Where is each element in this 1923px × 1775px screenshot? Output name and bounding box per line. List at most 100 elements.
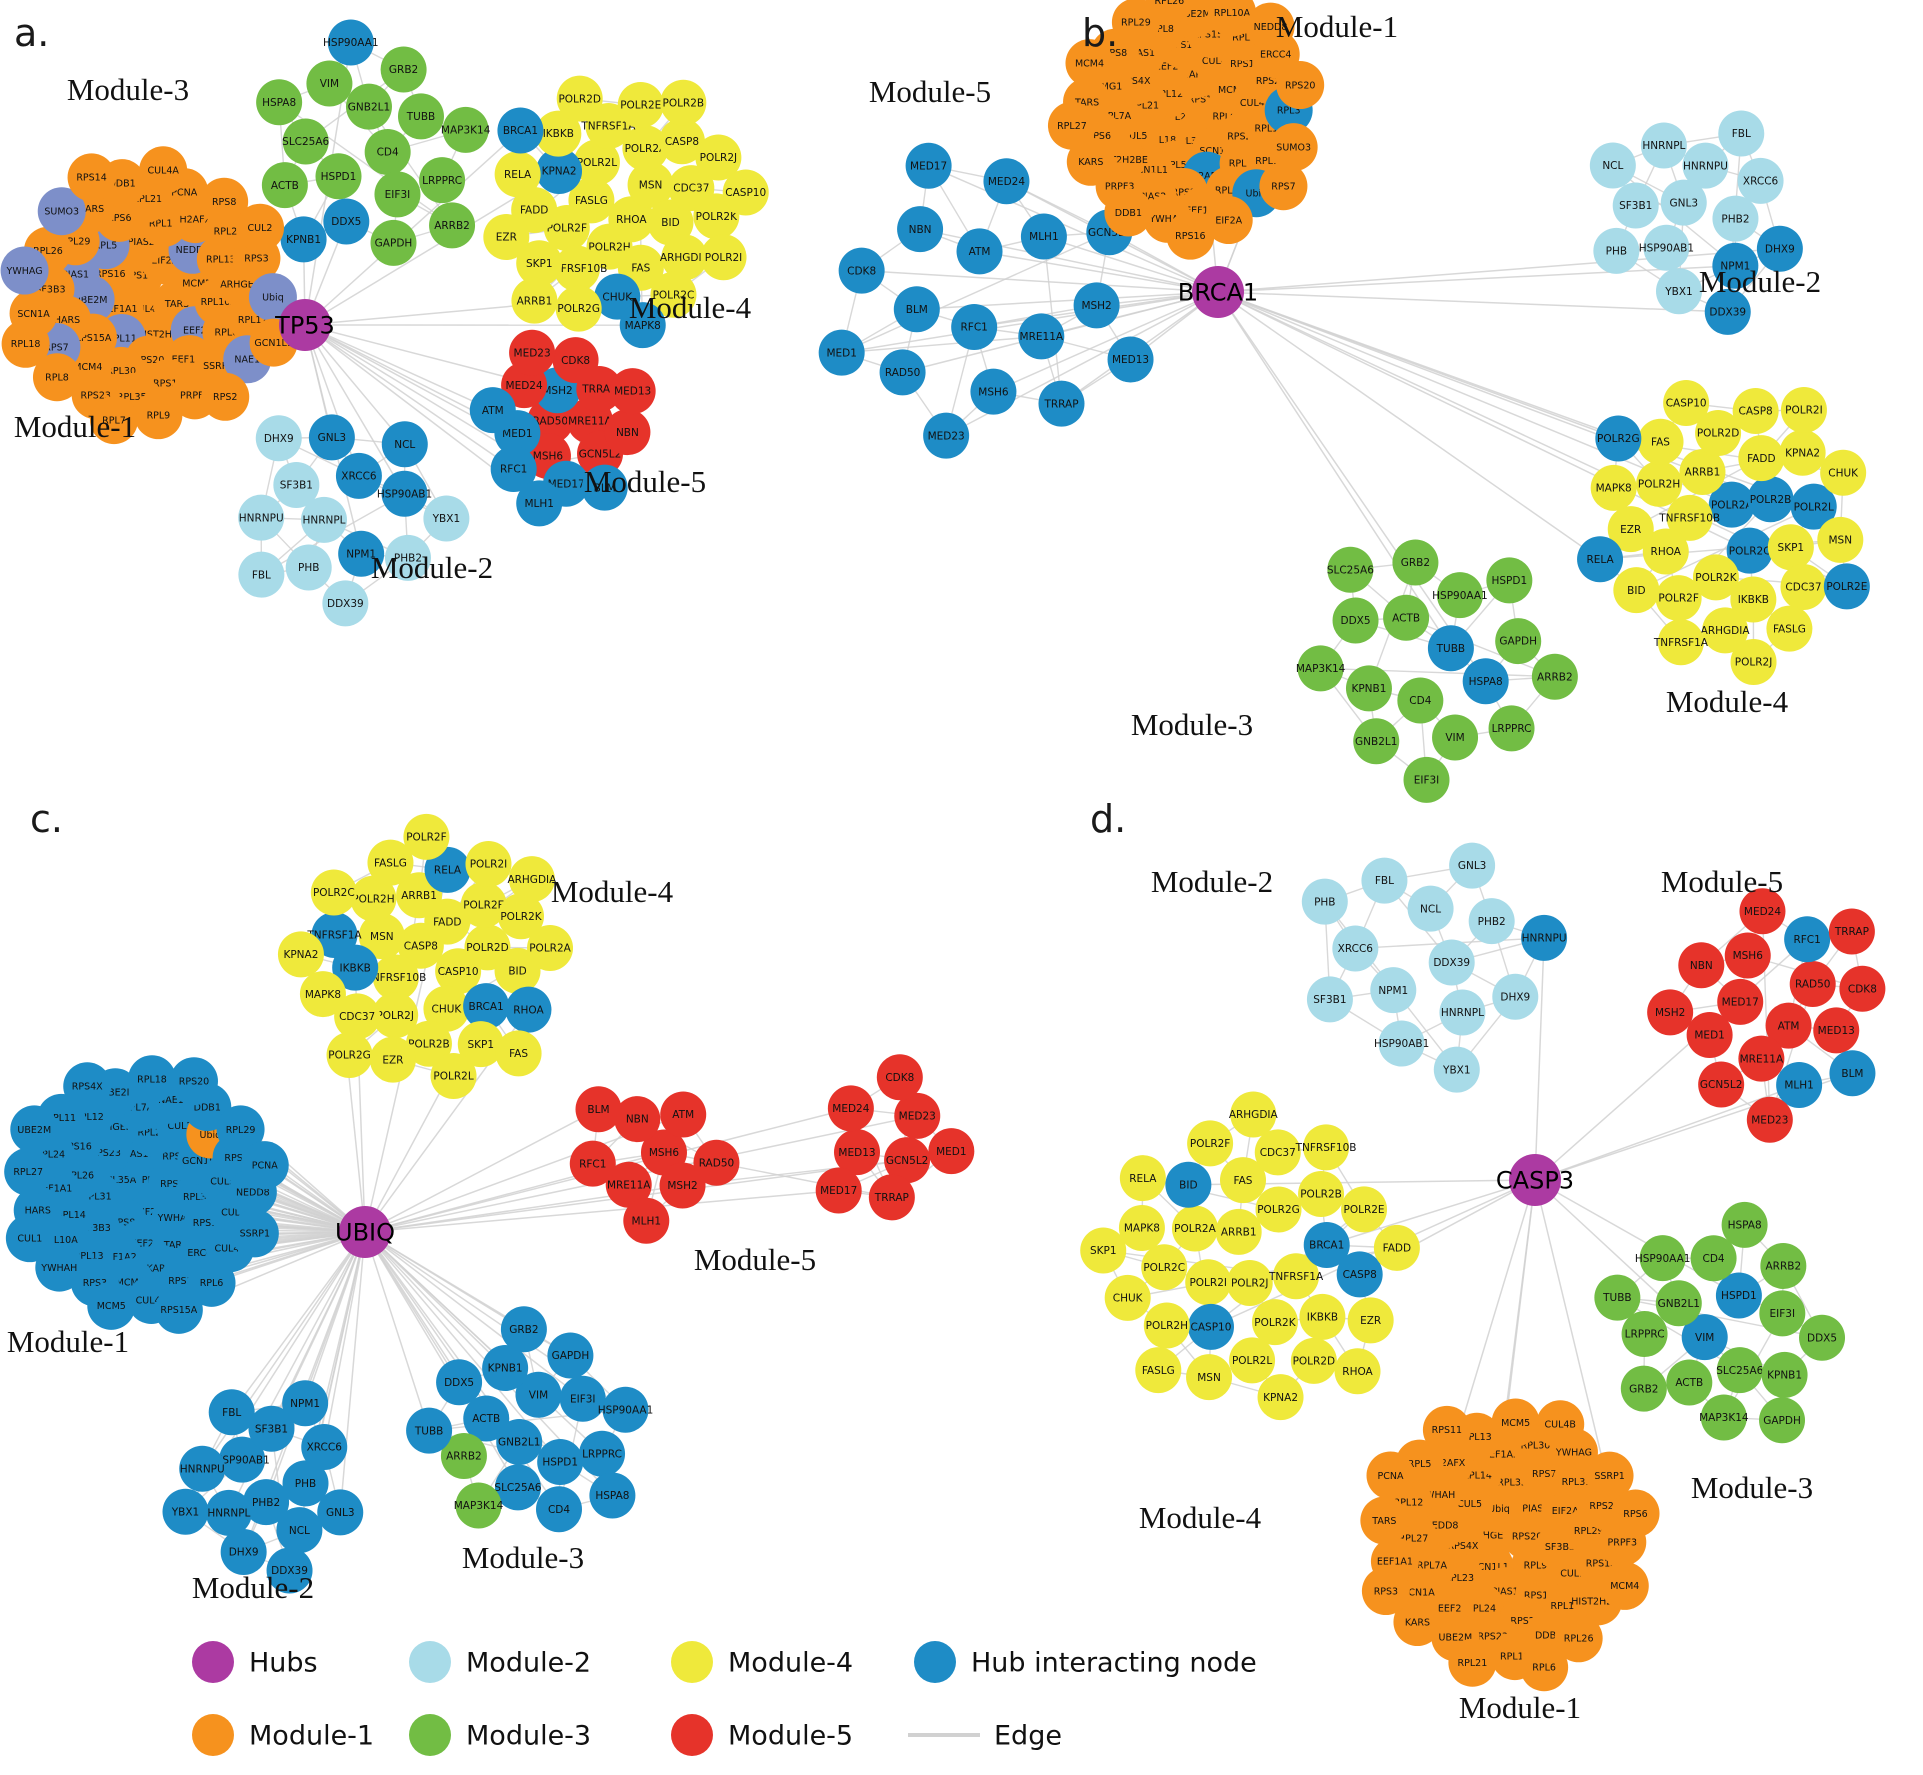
node-gcn5l2[interactable]: GCN5L2	[1698, 1061, 1745, 1108]
node-circle-gcn5l2[interactable]	[884, 1137, 931, 1184]
node-circle-msh2[interactable]	[1647, 989, 1694, 1036]
node-circle-cul4a[interactable]	[139, 146, 188, 195]
node-msh2[interactable]: MSH2	[1647, 989, 1694, 1036]
node-circle-actb[interactable]	[463, 1395, 510, 1442]
node-slc25a6[interactable]: SLC25A6	[282, 118, 330, 165]
node-polr2b[interactable]: POLR2B	[1298, 1171, 1345, 1218]
node-circle-slc25a6[interactable]	[1716, 1347, 1763, 1394]
node-cdk8[interactable]: CDK8	[838, 247, 885, 294]
node-hspa8[interactable]: HSPA8	[589, 1472, 636, 1519]
node-polr2e[interactable]: POLR2E	[1341, 1186, 1388, 1233]
node-rps4x[interactable]: RPS4X	[63, 1062, 112, 1111]
node-polr2f[interactable]: POLR2F	[1187, 1120, 1234, 1167]
node-circle-actb[interactable]	[1666, 1359, 1713, 1406]
node-circle-bid[interactable]	[1613, 567, 1660, 614]
node-circle-dhx9[interactable]	[1492, 973, 1539, 1020]
node-circle-xrcc6[interactable]	[301, 1424, 348, 1471]
node-circle-msh6[interactable]	[1724, 932, 1771, 979]
node-hspd1[interactable]: HSPD1	[537, 1439, 584, 1486]
node-circle-rfc1[interactable]	[569, 1140, 616, 1187]
node-ddx39[interactable]: DDX39	[1428, 939, 1475, 986]
node-med1[interactable]: MED1	[928, 1128, 975, 1175]
node-circle-polr2l[interactable]	[430, 1052, 477, 1099]
node-med24[interactable]: MED24	[983, 158, 1030, 205]
node-cd4[interactable]: CD4	[1397, 677, 1444, 724]
node-nbn[interactable]: NBN	[614, 1096, 661, 1143]
node-circle-tubb[interactable]	[397, 93, 444, 140]
node-faslg[interactable]: FASLG	[1135, 1347, 1182, 1394]
node-circle-kpnb1[interactable]	[1761, 1351, 1808, 1398]
node-circle-hnrnpu[interactable]	[179, 1445, 226, 1492]
node-casp10[interactable]: CASP10	[1663, 380, 1710, 427]
node-tubb[interactable]: TUBB	[397, 93, 444, 140]
node-circle-blm[interactable]	[1829, 1050, 1876, 1097]
node-circle-hsp90ab1[interactable]	[1643, 224, 1690, 271]
node-circle-cdk8[interactable]	[552, 337, 599, 384]
node-fas[interactable]: FAS	[1637, 418, 1684, 465]
node-circle-rpl18[interactable]	[128, 1055, 177, 1104]
node-mlh1[interactable]: MLH1	[516, 480, 563, 527]
node-circle-polr2j[interactable]	[372, 992, 419, 1039]
node-hnrnpu[interactable]: HNRNPU	[238, 494, 285, 541]
hub-circle-tp53[interactable]	[279, 299, 331, 351]
node-circle-polr2j[interactable]	[1226, 1259, 1273, 1306]
node-circle-ddx5[interactable]	[1332, 597, 1379, 644]
node-sf3b1[interactable]: SF3B1	[1612, 182, 1659, 229]
node-circle-polr2b[interactable]	[660, 79, 707, 126]
node-cul4b[interactable]: CUL4B	[1536, 1400, 1585, 1449]
node-polr2i[interactable]: POLR2I	[1780, 387, 1827, 434]
node-skp1[interactable]: SKP1	[1767, 524, 1814, 571]
node-hspa8[interactable]: HSPA8	[256, 79, 303, 126]
node-npm1[interactable]: NPM1	[1370, 967, 1417, 1014]
node-circle-kpna2[interactable]	[277, 931, 324, 978]
node-circle-ikbkb[interactable]	[332, 944, 379, 991]
node-mre11a[interactable]: MRE11A	[1018, 313, 1065, 360]
node-actb[interactable]: ACTB	[1666, 1359, 1713, 1406]
node-circle-ybx1[interactable]	[1433, 1046, 1480, 1093]
node-circle-sf3b1[interactable]	[273, 461, 320, 508]
node-circle-lrpprc[interactable]	[419, 157, 466, 204]
node-circle-map3k14[interactable]	[1700, 1394, 1747, 1441]
node-circle-fas[interactable]	[1637, 418, 1684, 465]
node-circle-phb[interactable]	[282, 1460, 329, 1507]
node-tubb[interactable]: TUBB	[1594, 1274, 1641, 1321]
node-circle-ddx39[interactable]	[1704, 288, 1751, 335]
hub-circle-casp3[interactable]	[1509, 1154, 1561, 1206]
node-circle-rpl26[interactable]	[1145, 0, 1194, 25]
node-atm[interactable]: ATM	[469, 387, 516, 434]
node-circle-slc25a6[interactable]	[1327, 546, 1374, 593]
node-cdc37[interactable]: CDC37	[1780, 563, 1827, 610]
node-polr2f[interactable]: POLR2F	[1655, 575, 1702, 622]
node-kpna2[interactable]: KPNA2	[277, 931, 324, 978]
node-xrcc6[interactable]: XRCC6	[335, 452, 382, 499]
node-circle-rfc1[interactable]	[490, 446, 537, 493]
node-circle-med23[interactable]	[509, 329, 556, 376]
node-circle-npm1[interactable]	[338, 530, 385, 577]
node-casp8[interactable]: CASP8	[1336, 1251, 1383, 1298]
node-circle-rad50[interactable]	[1789, 961, 1836, 1008]
node-circle-arhgdia[interactable]	[1230, 1091, 1277, 1138]
node-grb2[interactable]: GRB2	[380, 46, 427, 93]
node-slc25a6[interactable]: SLC25A6	[1327, 546, 1374, 593]
node-circle-tnfrsf1a[interactable]	[1273, 1253, 1320, 1300]
node-circle-polr2d[interactable]	[1290, 1337, 1337, 1384]
node-circle-hnrnpu[interactable]	[1682, 142, 1729, 189]
node-circle-polr2b[interactable]	[405, 1020, 452, 1067]
node-polr2k[interactable]: POLR2K	[1251, 1299, 1298, 1346]
node-atm[interactable]: ATM	[660, 1091, 707, 1138]
node-circle-mapk8[interactable]	[1590, 464, 1637, 511]
node-msh2[interactable]: MSH2	[1073, 282, 1120, 329]
node-rps2[interactable]: RPS2	[201, 372, 250, 421]
node-circle-polr2c[interactable]	[1141, 1244, 1188, 1291]
node-rela[interactable]: RELA	[1577, 536, 1624, 583]
node-circle-atm[interactable]	[469, 387, 516, 434]
node-circle-polr2c[interactable]	[1726, 527, 1773, 574]
node-arrb2[interactable]: ARRB2	[1760, 1242, 1807, 1289]
node-circle-polr2a[interactable]	[527, 925, 574, 972]
node-polr2l[interactable]: POLR2L	[430, 1052, 477, 1099]
node-sf3b1[interactable]: SF3B1	[1306, 976, 1353, 1023]
node-hnrnpu[interactable]: HNRNPU	[1682, 142, 1729, 189]
node-rps14[interactable]: RPS14	[67, 153, 116, 202]
node-circle-hspd1[interactable]	[315, 153, 362, 200]
node-circle-msh6[interactable]	[970, 368, 1017, 415]
